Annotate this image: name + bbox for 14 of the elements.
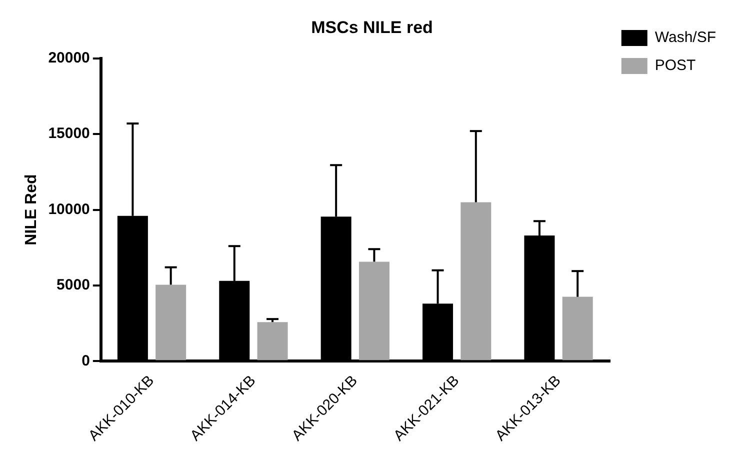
y-tick-label: 20000: [48, 50, 90, 67]
bar: [562, 296, 593, 360]
bar: [358, 262, 390, 360]
bar: [257, 322, 288, 360]
y-axis-title: NILE Red: [23, 174, 40, 246]
legend-label: POST: [654, 57, 696, 74]
y-tick-label: 5000: [56, 276, 90, 294]
y-tick-label: 15000: [48, 125, 90, 142]
chart-title: MSCs NILE red: [311, 18, 433, 37]
legend-label: Wash/SF: [654, 29, 716, 46]
y-tick-label: 0: [82, 352, 90, 370]
bar: [460, 202, 492, 360]
y-tick-label: 10000: [48, 200, 90, 218]
bar: [156, 284, 186, 360]
